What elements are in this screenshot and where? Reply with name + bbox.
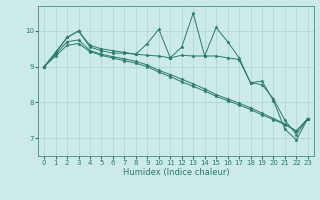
X-axis label: Humidex (Indice chaleur): Humidex (Indice chaleur) [123,168,229,177]
